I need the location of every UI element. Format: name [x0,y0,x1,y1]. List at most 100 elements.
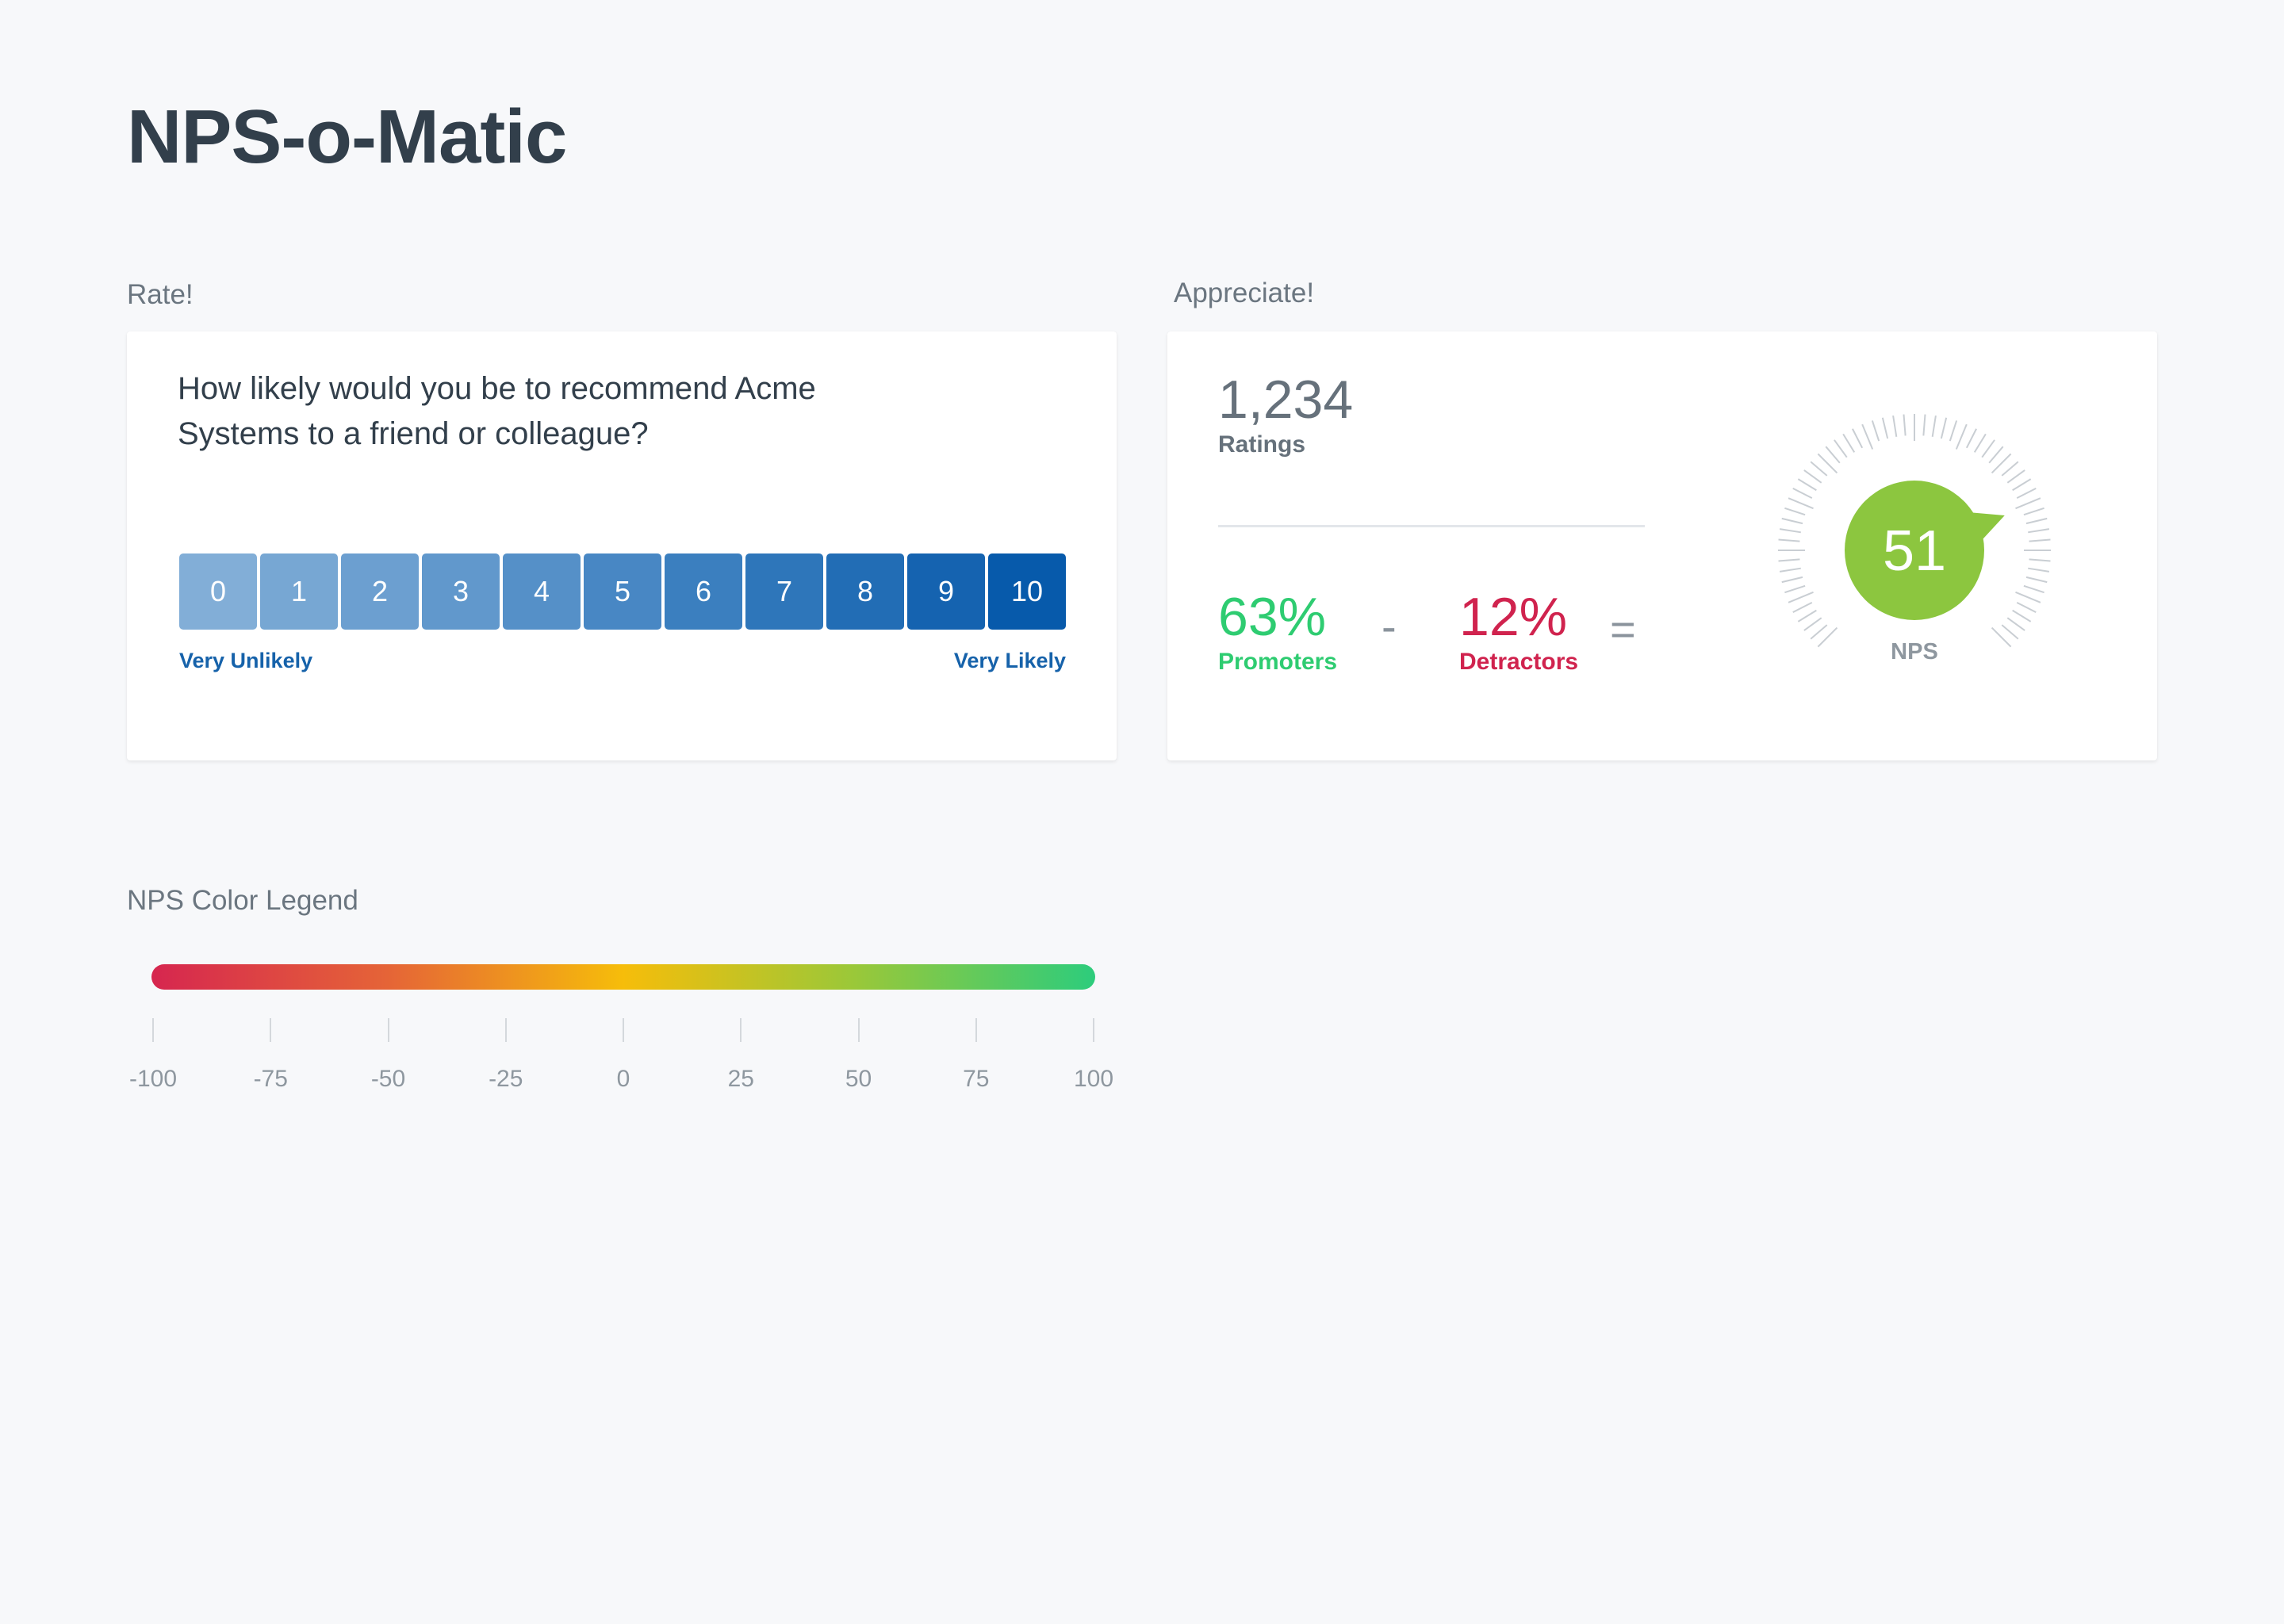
rating-button-3[interactable]: 3 [422,553,500,630]
gauge-tick [1988,446,2004,464]
page-title: NPS-o-Matic [127,94,567,179]
gauge-tick [1991,626,2012,648]
nps-label: NPS [1891,639,1938,665]
gauge-tick [2016,601,2037,613]
legend-tick [623,1018,624,1042]
legend-tick-label: 0 [616,1066,630,1092]
gauge-tick [1861,423,1874,450]
rating-button-9[interactable]: 9 [907,553,985,630]
rating-button-4[interactable]: 4 [503,553,581,630]
legend-tick [740,1018,742,1042]
legend-tick-label: -25 [489,1066,523,1092]
gauge-tick [1803,469,1822,484]
rating-button-2[interactable]: 2 [341,553,419,630]
minus-operator: - [1382,601,1397,651]
gauge-tick [1810,624,1828,640]
rating-button-0[interactable]: 0 [179,553,257,630]
legend-tick [504,1018,507,1042]
gauge-tick [2006,469,2025,484]
rating-button-6[interactable]: 6 [665,553,742,630]
gauge-tick [2023,507,2044,516]
legend-tick [1093,1018,1094,1042]
legend-tick [152,1018,154,1042]
nps-color-gradient-bar [151,964,1095,990]
equals-operator: = [1610,604,1636,654]
gauge-tick [1797,478,1817,492]
gauge-tick [1973,433,1987,453]
rating-button-5[interactable]: 5 [584,553,661,630]
legend-tick-label: -100 [128,1066,178,1092]
rating-button-10[interactable]: 10 [988,553,1066,630]
legend-title: NPS Color Legend [127,885,358,916]
gauge-tick [2006,617,2025,631]
legend-tick-label: -50 [370,1066,406,1092]
gauge-tick [1792,601,1813,613]
gauge-tick [1991,453,2012,474]
gauge-tick [2012,609,2032,622]
nps-score-value: 51 [1883,519,1946,583]
gauge-tick [2023,584,2044,594]
ratings-count: 1,234 [1218,370,1354,430]
gauge-tick [1825,446,1841,464]
gauge-tick [1903,414,1907,436]
gauge-tick [1955,423,1968,450]
gauge-tick [2015,591,2041,603]
appreciate-card: 1,234 Ratings 63% Promoters - 12% Detrac… [1167,331,2157,760]
gauge-tick [2028,528,2050,534]
gauge-tick [2028,567,2050,573]
scale-low-label: Very Unlikely [179,649,313,672]
legend-tick [270,1018,272,1042]
gauge-tick [2016,488,2037,500]
gauge-tick [1892,415,1898,437]
nps-gauge: 51 [1778,414,2051,648]
gauge-tick [2025,517,2048,525]
gauge-tick [1931,415,1937,437]
detractors-label: Detractors [1459,649,1579,675]
gauge-tick [1797,609,1817,622]
gauge-tick [1781,576,1803,584]
legend-tick-label: 75 [963,1066,990,1092]
gauge-tick [2015,497,2041,510]
gauge-tick [1852,428,1864,449]
legend-tick [857,1018,860,1042]
rating-button-1[interactable]: 1 [260,553,338,630]
gauge-tick [2029,538,2051,542]
gauge-tick [1871,420,1880,442]
gauge-tick [1779,528,1801,534]
gauge-tick [1792,488,1813,500]
legend-tick-label: -75 [253,1066,288,1092]
gauge-tick [2001,624,2019,640]
gauge-tick [2012,478,2032,492]
rate-section-label: Rate! [127,279,194,310]
legend-tick-label: 100 [1073,1066,1114,1092]
gauge-tick [1781,517,1803,525]
legend-tick-label: 50 [845,1066,872,1092]
gauge-tick [1965,428,1977,449]
gauge-tick [1817,626,1838,648]
appreciate-section-label: Appreciate! [1174,278,1315,308]
scale-high-label: Very Likely [953,649,1066,672]
gauge-tick [2029,558,2051,562]
gauge-tick [2001,461,2019,477]
gauge-tick [1784,584,1806,594]
stats-divider [1218,525,1645,527]
gauge-tick [1788,497,1814,510]
gauge-tick [1778,558,1800,562]
gauge-tick [1949,420,1958,442]
rating-button-8[interactable]: 8 [826,553,904,630]
gauge-tick [1981,439,1995,458]
gauge-tick [1788,591,1814,603]
promoters-percent: 63% [1218,587,1327,647]
ratings-label: Ratings [1218,431,1306,458]
legend-tick-label: 25 [727,1066,754,1092]
gauge-tick [2025,576,2048,584]
gauge-tick [1881,417,1889,439]
rating-button-7[interactable]: 7 [745,553,823,630]
gauge-tick [1779,567,1801,573]
rating-scale: 0 1 2 3 4 5 6 7 8 9 10 [179,553,1066,630]
gauge-tick [1784,507,1806,516]
gauge-tick [1810,461,1828,477]
legend-tick [975,1018,977,1042]
nps-score-circle [1845,481,1984,620]
gauge-tick [1834,439,1848,458]
